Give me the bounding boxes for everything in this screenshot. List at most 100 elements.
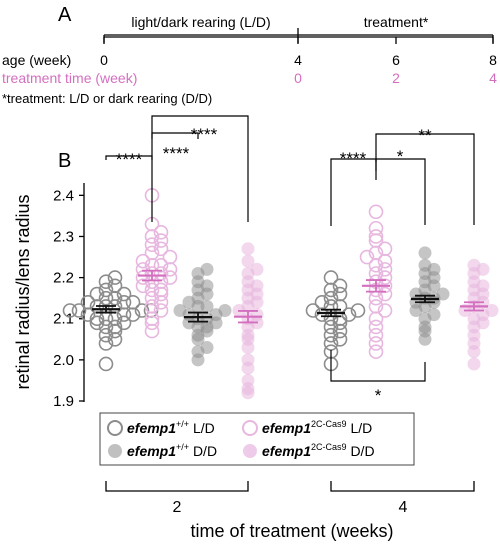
data-point — [144, 315, 160, 331]
legend-entry: efemp12C-Cas9 D/D — [243, 442, 375, 459]
mean-sem-bars — [92, 269, 488, 324]
data-point — [323, 270, 339, 285]
sig-label: ** — [418, 126, 432, 145]
data-point — [98, 282, 114, 298]
y-tick-label: 2.1 — [53, 311, 74, 328]
data-point — [323, 336, 339, 351]
treatment-time-tick: 4 — [489, 70, 497, 86]
data-point — [368, 229, 384, 244]
y-tick-label: 2.0 — [53, 352, 74, 369]
legend-marker — [107, 420, 123, 436]
data-point — [323, 327, 339, 343]
data-point — [107, 319, 123, 335]
data-point — [89, 315, 105, 331]
legend-label: efemp12C-Cas9 D/D — [262, 442, 375, 459]
data-point — [368, 327, 384, 343]
data-point — [144, 282, 160, 298]
data-point — [116, 294, 132, 310]
data-point — [341, 307, 357, 322]
data-point — [418, 246, 432, 260]
age-tick: 4 — [294, 52, 302, 68]
data-point — [427, 308, 441, 322]
legend-box — [99, 412, 415, 466]
data-point — [377, 303, 393, 318]
data-point — [467, 258, 481, 272]
data-point — [377, 270, 393, 285]
legend-entry: efemp12C-Cas9 L/D — [242, 419, 372, 436]
age-tick: 0 — [100, 52, 108, 68]
sig-bracket — [330, 350, 426, 382]
data-point — [98, 336, 114, 351]
data-point — [89, 286, 105, 302]
data-point — [241, 353, 255, 367]
y-tick-label: 1.9 — [53, 393, 74, 410]
data-point — [305, 303, 321, 318]
data-point — [377, 262, 393, 277]
data-point — [368, 204, 384, 220]
data-point — [135, 278, 151, 294]
data-point — [162, 249, 178, 265]
data-point — [80, 294, 96, 310]
legend-marker — [243, 444, 257, 458]
data-point — [134, 303, 150, 318]
data-point — [332, 286, 348, 302]
x-group-bracket — [105, 481, 249, 492]
data-point — [71, 303, 87, 318]
panel-a-label: A — [58, 4, 72, 26]
data-point — [241, 254, 255, 268]
data-point — [323, 290, 339, 306]
y-tick-label: 2.3 — [53, 228, 74, 245]
y-axis-ticks: 1.9 2.0 2.1 2.2 2.3 2.4 — [53, 187, 84, 410]
data-point — [98, 290, 114, 306]
data-point — [250, 262, 264, 276]
x-tick-label: 2 — [173, 499, 182, 516]
data-point — [359, 249, 375, 265]
legend-entry: efemp1+/+ D/D — [108, 442, 217, 459]
y-axis-label: retinal radius/lens radius — [13, 194, 33, 389]
data-point — [153, 257, 169, 273]
sig-bracket — [375, 158, 426, 225]
data-point — [218, 304, 232, 318]
data-point — [323, 319, 339, 335]
legend-marker — [108, 444, 122, 458]
x-axis-label: time of treatment (weeks) — [190, 521, 393, 541]
rearing-label: light/dark rearing (L/D) — [131, 14, 270, 30]
legend-label: efemp1+/+ D/D — [127, 442, 217, 459]
data-point — [467, 357, 481, 371]
x-tick-label: 4 — [399, 499, 408, 516]
data-point — [107, 278, 123, 294]
sig-label: **** — [340, 149, 367, 168]
data-point — [332, 332, 348, 347]
data-point — [98, 274, 114, 290]
y-tick-label: 2.2 — [53, 270, 74, 287]
data-point — [368, 344, 384, 359]
sig-label: * — [375, 386, 382, 405]
data-point — [153, 282, 169, 298]
data-point — [241, 373, 255, 387]
data-point — [368, 319, 384, 335]
data-point — [144, 237, 160, 252]
data-point — [200, 341, 214, 355]
y-tick-label: 2.4 — [53, 187, 74, 204]
sig-label: **** — [116, 150, 143, 169]
data-point — [377, 286, 393, 302]
data-point — [418, 258, 432, 272]
data-point — [350, 303, 366, 318]
sig-label: **** — [163, 144, 190, 163]
data-point — [125, 294, 141, 310]
panel-b-label: B — [58, 150, 71, 172]
age-tick: 6 — [392, 52, 400, 68]
data-point — [173, 304, 187, 318]
data-point — [241, 242, 255, 256]
sig-bracket — [151, 115, 249, 222]
data-point — [368, 299, 384, 314]
data-point — [107, 270, 123, 285]
treatment-time-tick: 2 — [392, 70, 400, 86]
data-point — [116, 315, 132, 331]
x-group-bracket — [330, 481, 475, 492]
data-point — [144, 245, 160, 261]
sig-bracket — [330, 158, 377, 226]
legend-entry: efemp1+/+ L/D — [107, 419, 215, 436]
data-point — [200, 299, 214, 313]
data-points — [62, 188, 499, 400]
